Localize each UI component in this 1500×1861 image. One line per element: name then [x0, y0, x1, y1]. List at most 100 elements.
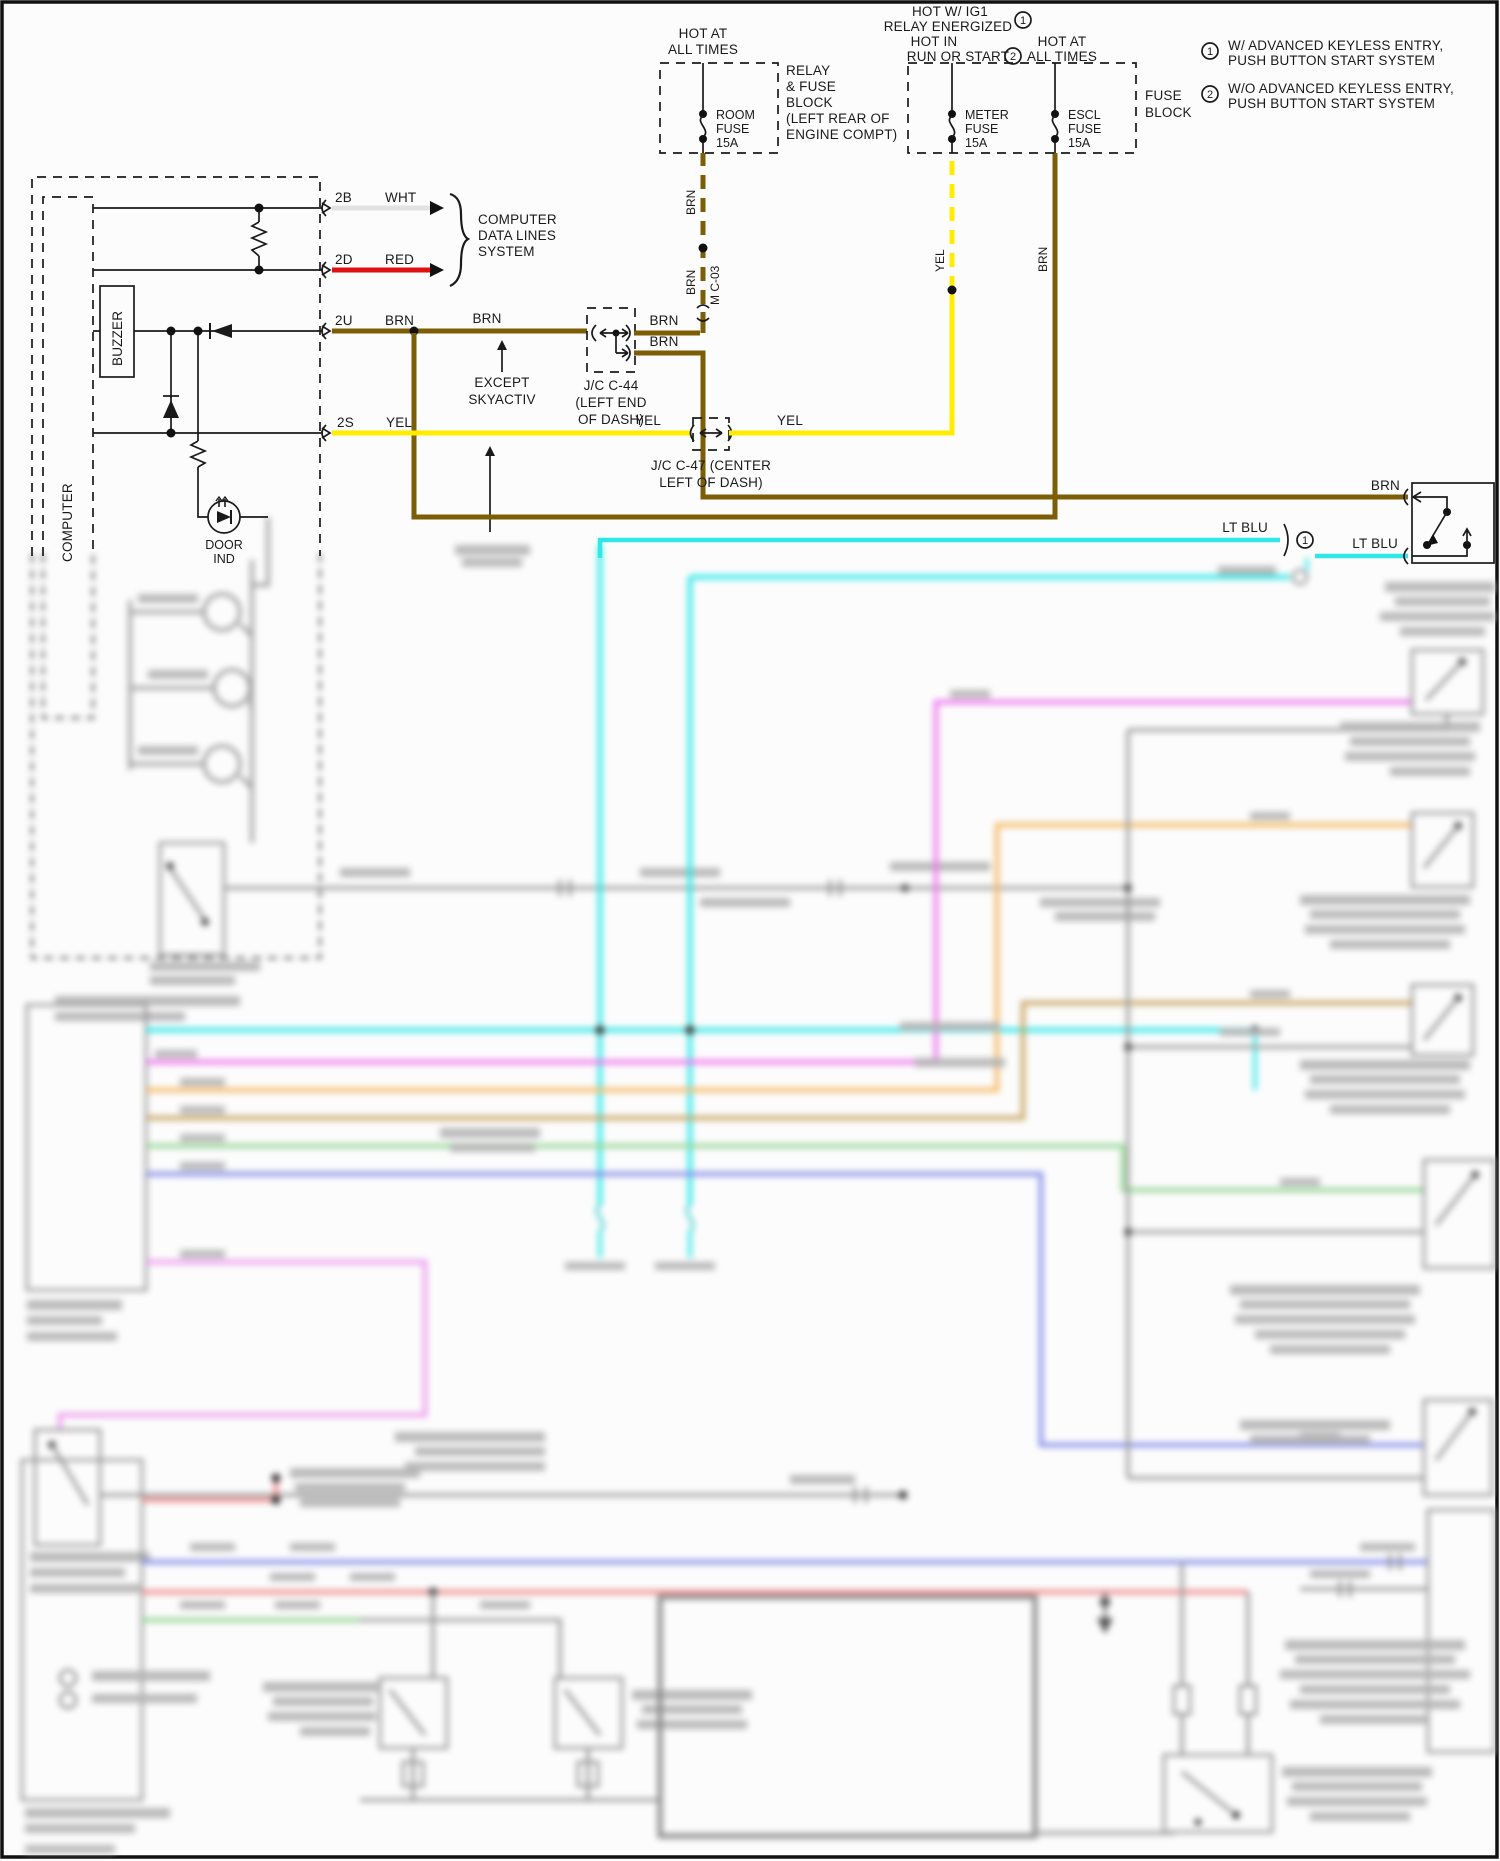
relay-block-4: (LEFT REAR OF [786, 111, 890, 126]
arrow-right-icon [430, 201, 444, 215]
module-connector [25, 1003, 225, 1341]
pedal-switch [30, 1428, 908, 1593]
room-fuse-1: ROOM [716, 108, 755, 122]
note1-line2: PUSH BUTTON START SYSTEM [1228, 53, 1435, 68]
relay-block-2: & FUSE [786, 79, 836, 94]
door-switch: BRN [1371, 478, 1495, 565]
bottom-center-switches [59, 1587, 752, 1802]
cluster-internal-wiring [93, 207, 322, 518]
blurred-lower-schematic [20, 517, 1497, 1853]
pin-2s-color: YEL [386, 415, 412, 430]
hot-ig1-2: RELAY ENERGIZED [884, 19, 1013, 34]
pin-2d-color: RED [385, 252, 414, 267]
cluster-switch [150, 841, 260, 985]
ltblu1-label: LT BLU [1222, 520, 1268, 535]
relay-block-5: ENGINE COMPT) [786, 127, 897, 142]
fuse-block-1: FUSE [1145, 88, 1182, 103]
jc47-line2: LEFT OF DASH) [659, 475, 763, 490]
brn-label-mid: BRN [472, 311, 501, 326]
jc44-line3: OF DASH) [578, 412, 644, 427]
note1-line1: W/ ADVANCED KEYLESS ENTRY, [1228, 38, 1443, 53]
relay-fuse-block: HOT AT ALL TIMES ROOM FUSE 15A RELAY & F… [659, 26, 897, 154]
cluster-internal-circuitry [128, 517, 270, 843]
pin-2d: 2D [335, 252, 353, 267]
door-ind-label-1: DOOR [205, 538, 243, 552]
hot-right-1: HOT AT [1038, 34, 1087, 49]
except-skyactiv-note: EXCEPT SKYACTIV [468, 340, 535, 407]
note2-line1: W/O ADVANCED KEYLESS ENTRY, [1228, 81, 1454, 96]
fuse-block-2: BLOCK [1145, 105, 1192, 120]
jc-c47: J/C C-47 (CENTER LEFT OF DASH) [651, 417, 771, 490]
jc-c44: J/C C-44 (LEFT END OF DASH) [575, 307, 647, 427]
mc03-label: M C-03 [708, 265, 722, 305]
cdl-line3: SYSTEM [478, 244, 535, 259]
room-fuse-3: 15A [716, 136, 739, 150]
diode-up-icon [163, 400, 179, 418]
ribbon-wires [57, 699, 1424, 1448]
pin-2b: 2B [335, 190, 352, 205]
yel-label-right: YEL [777, 413, 803, 428]
diode-left-icon [212, 324, 232, 338]
door-switches [900, 582, 1497, 1497]
relay-block-1: RELAY [786, 63, 830, 78]
buzzer-label: BUZZER [110, 311, 125, 366]
pin-2u-color: BRN [385, 313, 414, 328]
marker2-icon: 2 [1010, 51, 1016, 63]
relay-block-3: BLOCK [786, 95, 833, 110]
instrument-cluster-box [31, 176, 321, 556]
ltblu-marker1-icon: 1 [1302, 535, 1308, 547]
jc47-line1: J/C C-47 (CENTER [651, 458, 771, 473]
computer-data-lines: COMPUTER DATA LINES SYSTEM [332, 192, 557, 288]
escl-fuse-1: ESCL [1068, 108, 1101, 122]
yel-rot-label: YEL [933, 249, 947, 272]
pin-2b-color: WHT [385, 190, 416, 205]
brn-escl-rot-label: BRN [1036, 247, 1050, 272]
marker1-icon: 1 [1020, 15, 1026, 27]
room-fuse-2: FUSE [716, 122, 749, 136]
brn-label-top: BRN [649, 313, 678, 328]
ltblu2-label: LT BLU [1352, 536, 1398, 551]
pin-2u: 2U [335, 313, 353, 328]
fuse-icon [1051, 115, 1059, 138]
legend-marker2-icon: 2 [1207, 89, 1213, 101]
hot-ig1-1: HOT W/ IG1 [912, 4, 988, 19]
door-ind-label-2: IND [213, 552, 235, 566]
pin-2s: 2S [337, 415, 354, 430]
bottom-right-switch-network [1035, 1508, 1497, 1835]
door-indicator-led [207, 495, 241, 534]
fuse-icon [699, 115, 707, 138]
brn-rot-label1: BRN [684, 190, 698, 215]
except-line2: SKYACTIV [468, 392, 535, 407]
bottom-module [20, 1458, 1428, 1853]
note2-line2: PUSH BUTTON START SYSTEM [1228, 96, 1435, 111]
room-fuse-feed: BRN BRN M C-03 [684, 153, 722, 333]
except-line1: EXCEPT [474, 375, 529, 390]
cluster-pin-chevrons [321, 199, 332, 442]
escl-fuse-2: FUSE [1068, 122, 1101, 136]
jc44-line2: (LEFT END [575, 395, 646, 410]
fuse-icon [948, 115, 956, 138]
ltblu-option2-wires [146, 545, 1309, 1270]
legend-marker1-icon: 1 [1207, 46, 1213, 58]
cluster-box-continuation [31, 554, 321, 1021]
escl-fuse-3: 15A [1068, 136, 1091, 150]
hot-run-1: HOT IN [911, 34, 958, 49]
brace-icon [449, 192, 471, 288]
meter-fuse-2: FUSE [965, 122, 998, 136]
fuse-block: HOT W/ IG1 RELAY ENERGIZED 1 HOT IN RUN … [884, 4, 1192, 154]
meter-fuse-1: METER [965, 108, 1009, 122]
yel-label-left: YEL [635, 413, 661, 428]
keyless-legend: 1 W/ ADVANCED KEYLESS ENTRY, PUSH BUTTON… [1201, 38, 1454, 111]
gray-wire-run [224, 862, 1160, 921]
cluster-computer-label: COMPUTER [60, 483, 75, 562]
meter-fuse-3: 15A [965, 136, 988, 150]
hot-left-1: HOT AT [679, 26, 728, 41]
brn-switch-label: BRN [1371, 478, 1400, 493]
large-module-box [657, 1594, 1038, 1839]
hot-left-2: ALL TIMES [668, 42, 738, 57]
cdl-line1: COMPUTER [478, 212, 557, 227]
hot-right-2: ALL TIMES [1027, 49, 1097, 64]
